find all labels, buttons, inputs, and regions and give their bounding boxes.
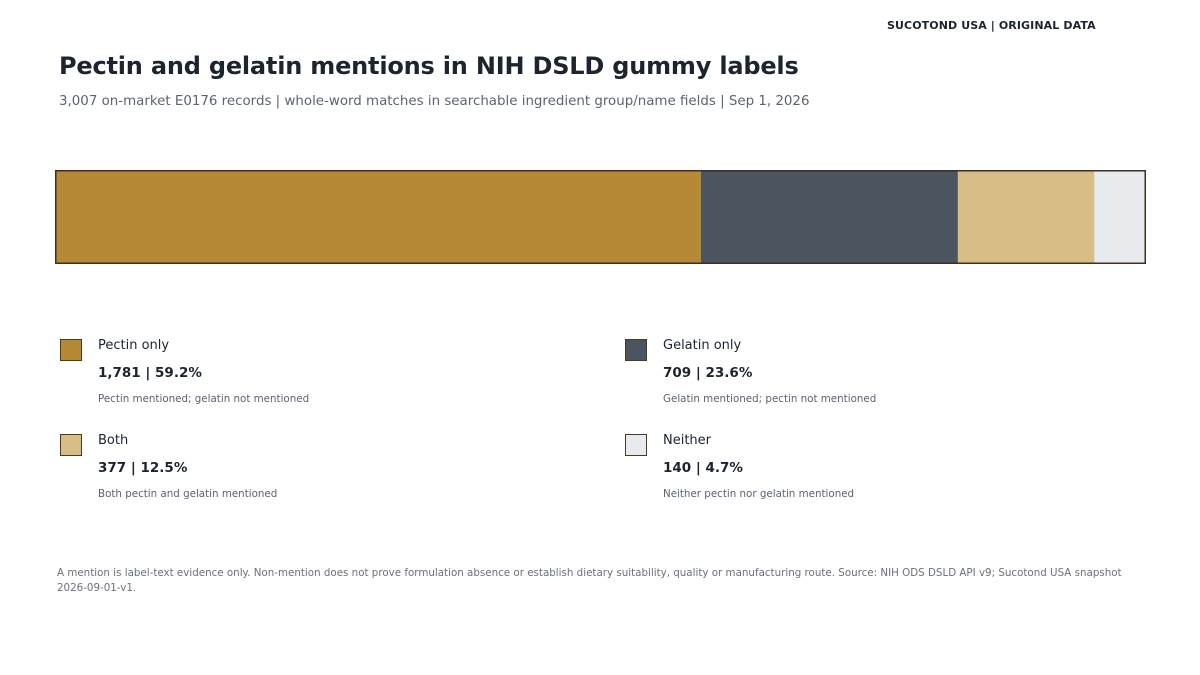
legend-item-neither: Neither 140 | 4.7% Neither pectin nor ge… xyxy=(625,433,1105,514)
legend-description: Gelatin mentioned; pectin not mentioned xyxy=(663,393,877,405)
legend-description: Both pectin and gelatin mentioned xyxy=(98,488,278,500)
legend-item-both: Both 377 | 12.5% Both pectin and gelatin… xyxy=(60,433,540,514)
legend-value: 377 | 12.5% xyxy=(98,460,188,476)
legend-swatch-both xyxy=(60,434,82,456)
bar-segment-pectin-only xyxy=(56,171,702,263)
legend-item-gelatin-only: Gelatin only 709 | 23.6% Gelatin mention… xyxy=(625,338,1105,419)
legend-label: Pectin only xyxy=(98,338,170,353)
bar-segment-both xyxy=(957,171,1095,263)
chart-title: Pectin and gelatin mentions in NIH DSLD … xyxy=(59,52,799,80)
stacked-bar-chart xyxy=(55,170,1146,264)
legend-swatch-neither xyxy=(625,434,647,456)
legend-label: Gelatin only xyxy=(663,338,742,353)
legend-value: 709 | 23.6% xyxy=(663,365,753,381)
legend-value: 140 | 4.7% xyxy=(663,460,743,476)
legend-value: 1,781 | 59.2% xyxy=(98,365,202,381)
legend-item-pectin-only: Pectin only 1,781 | 59.2% Pectin mention… xyxy=(60,338,540,419)
legend-description: Pectin mentioned; gelatin not mentioned xyxy=(98,393,310,405)
chart-subtitle: 3,007 on-market E0176 records | whole-wo… xyxy=(59,94,810,109)
legend-swatch-gelatin-only xyxy=(625,339,647,361)
footnote: A mention is label-text evidence only. N… xyxy=(57,567,1122,594)
bar-segment-neither xyxy=(1094,171,1146,263)
brand-label: SUCOTOND USA | ORIGINAL DATA xyxy=(887,19,1096,32)
stacked-bar-svg xyxy=(55,170,1146,264)
legend-label: Neither xyxy=(663,433,712,448)
legend-description: Neither pectin nor gelatin mentioned xyxy=(663,488,855,500)
bar-outline xyxy=(55,170,1146,264)
bar-segment-gelatin-only xyxy=(701,171,959,263)
legend-label: Both xyxy=(98,433,129,448)
legend-swatch-pectin-only xyxy=(60,339,82,361)
